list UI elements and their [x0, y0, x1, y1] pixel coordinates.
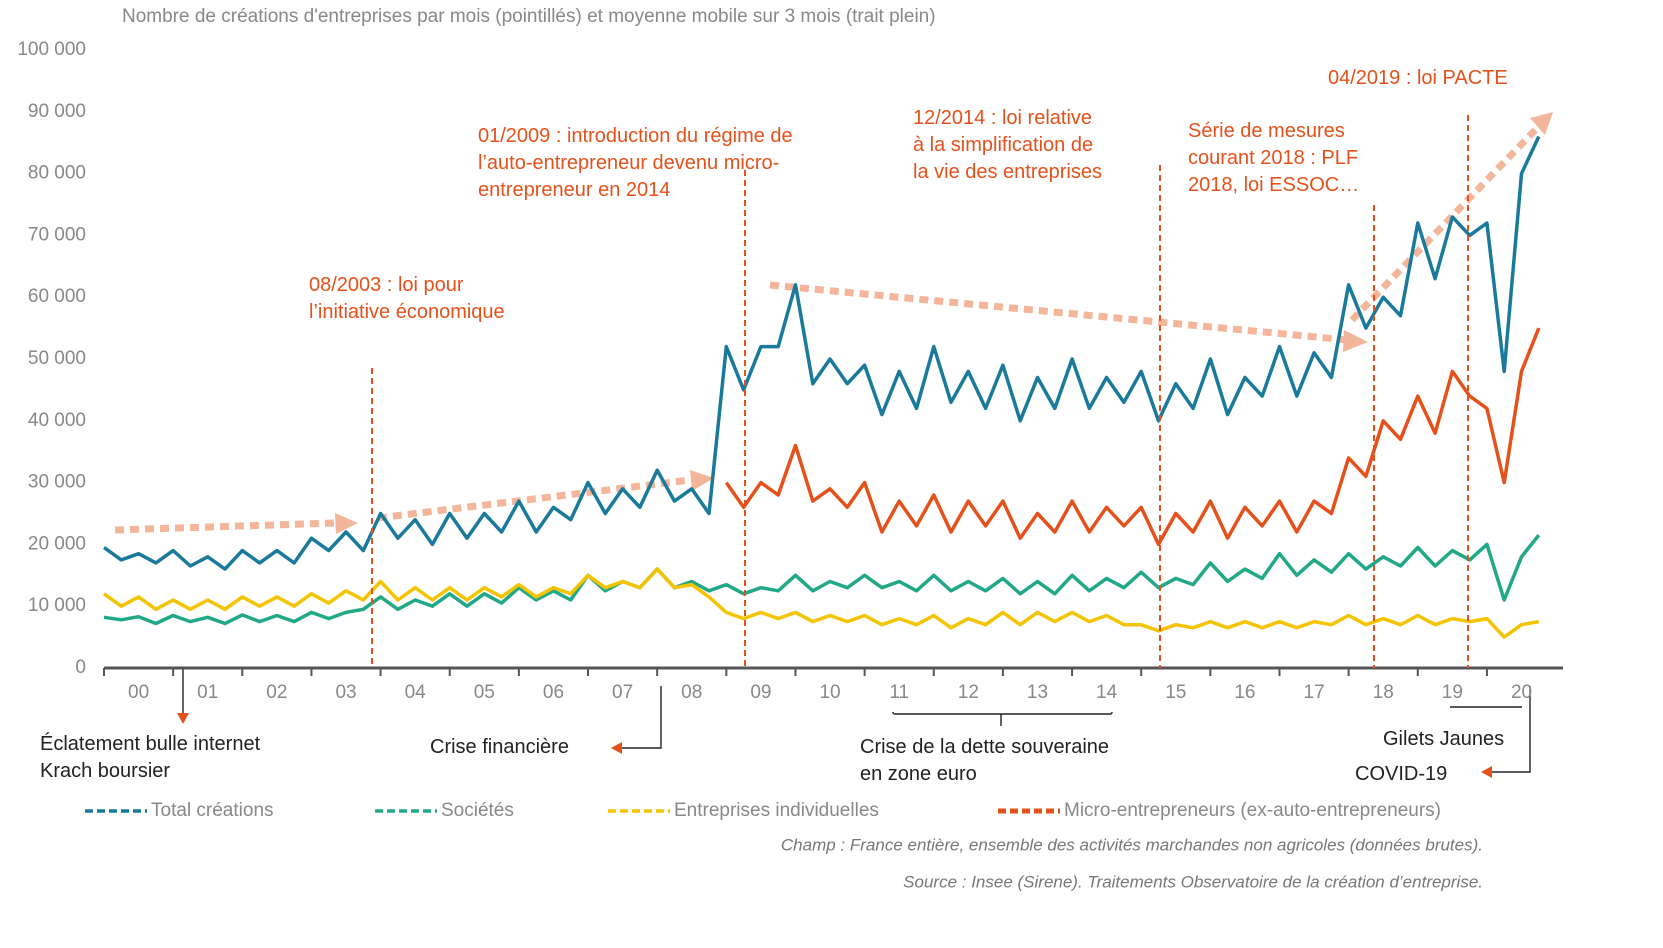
y-tick-label: 100 000	[17, 39, 86, 60]
series-line	[102, 567, 1540, 639]
event-label-line: Krach boursier	[40, 760, 170, 782]
event-label: COVID-19	[1355, 763, 1447, 785]
x-tick-label: 12	[958, 682, 979, 703]
annotation: 04/2019 : loi PACTE	[1328, 67, 1508, 89]
event-label: Éclatement bulle internet Krach boursier	[40, 732, 261, 782]
annotation-line: 08/2003 : loi pour	[309, 274, 464, 296]
y-tick-label: 60 000	[28, 286, 86, 307]
event-label: Crise financière	[430, 736, 569, 758]
annotation-line: Série de mesures	[1188, 120, 1345, 142]
footnote: Source : Insee (Sirene). Traitements Obs…	[903, 872, 1483, 891]
x-tick-label: 00	[128, 682, 149, 703]
x-tick-label: 14	[1096, 682, 1118, 703]
y-tick-label: 90 000	[28, 101, 86, 122]
y-tick-label: 70 000	[28, 224, 86, 245]
x-tick-label: 06	[543, 682, 564, 703]
x-tick-label: 20	[1511, 682, 1532, 703]
annotation-line: 12/2014 : loi relative	[913, 107, 1092, 129]
series-line	[103, 534, 1541, 626]
annotation-line: 04/2019 : loi PACTE	[1328, 67, 1508, 89]
y-tick-label: 30 000	[28, 472, 86, 493]
event-arrowheads	[177, 713, 1492, 778]
annotation-line: 2018, loi ESSOC…	[1188, 174, 1359, 196]
event-label-line: Crise financière	[430, 736, 569, 758]
chart-title: Nombre de créations d'entreprises par mo…	[122, 6, 936, 27]
footnote: Champ : France entière, ensemble des act…	[781, 835, 1483, 854]
x-tick-label: 08	[681, 682, 702, 703]
x-tick-label: 15	[1165, 682, 1186, 703]
legend-label: Sociétés	[441, 800, 514, 821]
y-tick-label: 50 000	[28, 348, 86, 369]
x-tick-label: 16	[1234, 682, 1255, 703]
event-label-line: Crise de la dette souveraine	[860, 736, 1109, 758]
x-tick-label: 07	[612, 682, 633, 703]
legend-label: Entreprises individuelles	[674, 800, 879, 821]
annotation: Série de mesures courant 2018 : PLF 2018, …	[1188, 120, 1359, 196]
x-tick-label: 19	[1442, 682, 1463, 703]
x-tick-label: 04	[405, 682, 427, 703]
annotation: 08/2003 : loi pour l’initiative économiqu…	[309, 274, 505, 323]
y-tick-label: 0	[75, 657, 86, 678]
annotation-line: à la simplification de	[913, 134, 1093, 156]
x-tick-label: 02	[266, 682, 287, 703]
event-arrows	[182, 668, 1531, 773]
annotation: 01/2009 : introduction du régime de l’aut…	[478, 125, 793, 201]
x-tick-label: 10	[819, 682, 840, 703]
x-tick-label: 17	[1304, 682, 1325, 703]
legend-label: Micro-entrepreneurs (ex-auto-entrepreneu…	[1064, 800, 1441, 821]
x-tick-label: 01	[197, 682, 218, 703]
event-label-line: COVID-19	[1355, 763, 1447, 785]
event-label: Gilets Jaunes	[1383, 728, 1504, 750]
x-tick-label: 05	[474, 682, 495, 703]
annotation-line: la vie des entreprises	[913, 161, 1102, 183]
x-tick-label: 18	[1373, 682, 1394, 703]
x-tick-label: 09	[750, 682, 771, 703]
event-label-line: Gilets Jaunes	[1383, 728, 1504, 750]
annotation-line: 01/2009 : introduction du régime de	[478, 125, 793, 147]
trend-arrows	[114, 122, 1543, 534]
series-line	[102, 135, 1541, 571]
legend-label: Total créations	[151, 800, 274, 821]
annotation: 12/2014 : loi relative à la simplificatio…	[913, 107, 1102, 183]
annotation-line: l’auto-entrepreneur devenu micro-	[478, 152, 779, 174]
x-tick-label: 11	[889, 682, 909, 703]
y-tick-label: 80 000	[28, 163, 86, 184]
x-tick-label: 03	[335, 682, 356, 703]
event-label: Crise de la dette souveraine en zone euro	[860, 736, 1109, 785]
y-tick-label: 10 000	[28, 595, 86, 616]
event-label-line: Éclatement bulle internet	[40, 732, 261, 755]
y-tick-label: 20 000	[28, 533, 86, 554]
annotation-line: l’initiative économique	[309, 301, 505, 323]
event-label-line: en zone euro	[860, 763, 977, 785]
x-tick-label: 13	[1027, 682, 1048, 703]
trend-arrowheads	[335, 112, 1553, 534]
y-tick-label: 40 000	[28, 410, 86, 431]
annotation-line: entrepreneur en 2014	[478, 179, 670, 201]
annotation-line: courant 2018 : PLF	[1188, 147, 1358, 169]
series-line	[724, 327, 1541, 547]
